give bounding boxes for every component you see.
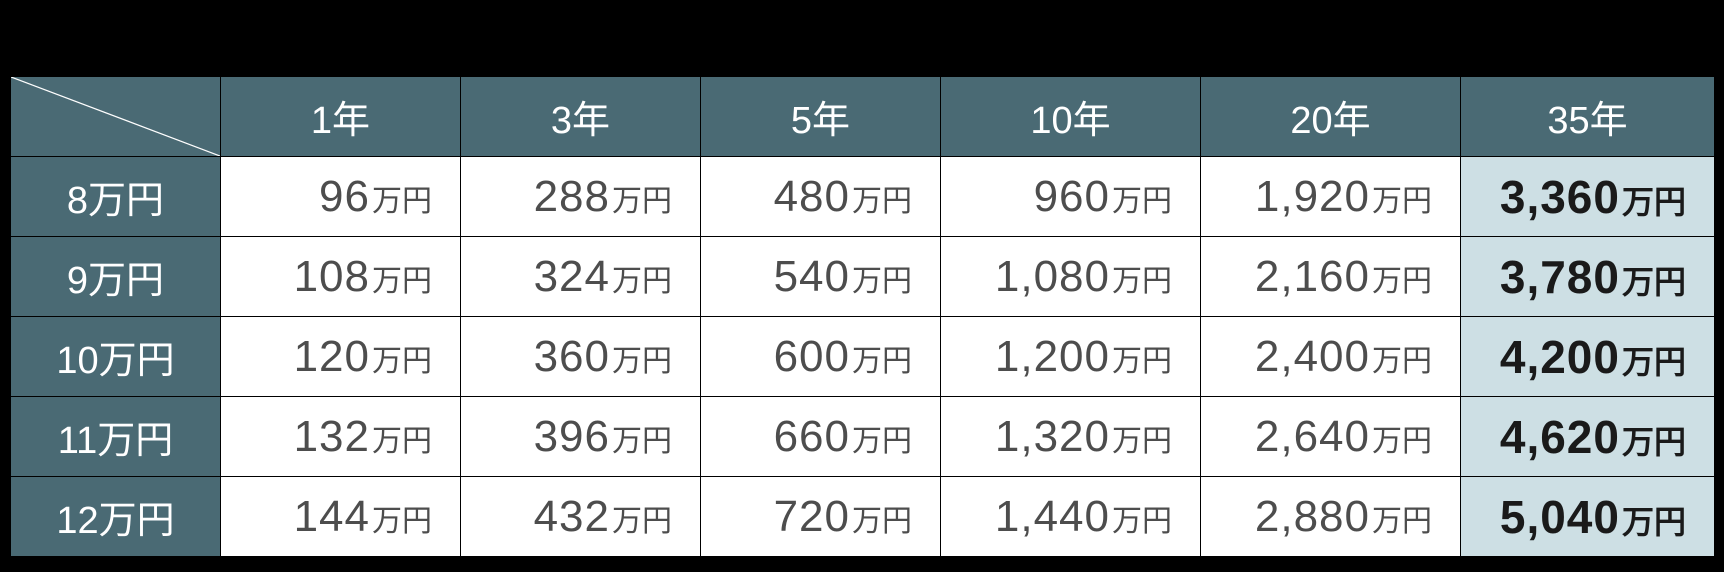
table-cell: 2,640万円: [1201, 397, 1461, 477]
row-header: 12万円: [11, 477, 221, 557]
rent-projection-table: 1年 3年 5年 10年 20年 35年 8万円 96万円 288万円 480万…: [10, 76, 1715, 557]
table-cell-highlight: 3,780万円: [1461, 237, 1715, 317]
table-cell-highlight: 3,360万円: [1461, 157, 1715, 237]
table-cell: 2,160万円: [1201, 237, 1461, 317]
table-cell: 720万円: [701, 477, 941, 557]
row-header: 11万円: [11, 397, 221, 477]
table-cell: 1,920万円: [1201, 157, 1461, 237]
table-cell: 360万円: [461, 317, 701, 397]
table-row: 10万円 120万円 360万円 600万円 1,200万円 2,400万円 4…: [11, 317, 1715, 397]
table-cell: 432万円: [461, 477, 701, 557]
table-cell: 660万円: [701, 397, 941, 477]
table-cell: 2,400万円: [1201, 317, 1461, 397]
col-header: 10年: [941, 77, 1201, 157]
diagonal-header-cell: [11, 77, 221, 157]
row-header: 10万円: [11, 317, 221, 397]
table-header-row: 1年 3年 5年 10年 20年 35年: [11, 77, 1715, 157]
row-header: 9万円: [11, 237, 221, 317]
diagonal-line-icon: [11, 77, 220, 156]
table-cell-highlight: 4,620万円: [1461, 397, 1715, 477]
table-cell: 600万円: [701, 317, 941, 397]
table-cell: 1,200万円: [941, 317, 1201, 397]
table-row: 12万円 144万円 432万円 720万円 1,440万円 2,880万円 5…: [11, 477, 1715, 557]
table-cell: 1,080万円: [941, 237, 1201, 317]
table-cell: 396万円: [461, 397, 701, 477]
row-header: 8万円: [11, 157, 221, 237]
table-row: 9万円 108万円 324万円 540万円 1,080万円 2,160万円 3,…: [11, 237, 1715, 317]
table-row: 8万円 96万円 288万円 480万円 960万円 1,920万円 3,360…: [11, 157, 1715, 237]
table-cell-highlight: 5,040万円: [1461, 477, 1715, 557]
table-cell: 324万円: [461, 237, 701, 317]
table-cell: 108万円: [221, 237, 461, 317]
table-cell: 480万円: [701, 157, 941, 237]
table-cell: 144万円: [221, 477, 461, 557]
table-cell: 1,320万円: [941, 397, 1201, 477]
table-cell: 540万円: [701, 237, 941, 317]
col-header: 35年: [1461, 77, 1715, 157]
table-row: 11万円 132万円 396万円 660万円 1,320万円 2,640万円 4…: [11, 397, 1715, 477]
table-cell: 120万円: [221, 317, 461, 397]
col-header: 1年: [221, 77, 461, 157]
col-header: 5年: [701, 77, 941, 157]
col-header: 20年: [1201, 77, 1461, 157]
table-cell-highlight: 4,200万円: [1461, 317, 1715, 397]
table-cell: 288万円: [461, 157, 701, 237]
table-cell: 2,880万円: [1201, 477, 1461, 557]
table-cell: 132万円: [221, 397, 461, 477]
table-cell: 96万円: [221, 157, 461, 237]
table-cell: 1,440万円: [941, 477, 1201, 557]
table-cell: 960万円: [941, 157, 1201, 237]
col-header: 3年: [461, 77, 701, 157]
